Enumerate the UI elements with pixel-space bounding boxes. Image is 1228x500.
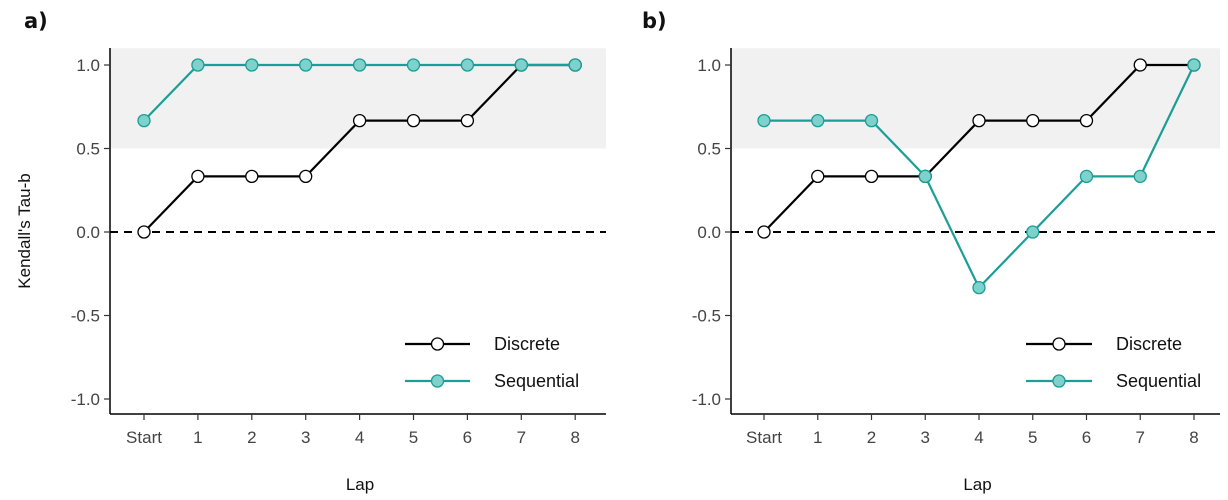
data-point-discrete [1079, 113, 1094, 128]
y-tick-label: 1.0 [697, 56, 721, 75]
legend-label-discrete: Discrete [1116, 334, 1182, 354]
data-point-sequential [137, 113, 151, 128]
legend-swatch-marker-sequential [1052, 374, 1066, 388]
y-axis-title: Kendall's Tau-b [15, 173, 34, 288]
data-point-sequential [1079, 169, 1094, 184]
x-tick-label: 7 [517, 428, 526, 447]
chart-panel-b: 1.0 0.5 0.0 -0.5 -1.0 Start 1 2 3 4 5 6 7 8 Lap b) Discr… [642, 9, 1220, 494]
x-tick-label: 8 [570, 428, 579, 447]
x-axis-title: Lap [346, 475, 374, 494]
legend-label-sequential: Sequential [494, 371, 579, 391]
x-tick-label: 1 [193, 428, 202, 447]
legend-swatch-marker-sequential [430, 374, 445, 388]
legend: Discrete Sequential [405, 334, 579, 391]
data-point-sequential [918, 169, 932, 184]
data-point-discrete [352, 113, 367, 128]
data-point-discrete [811, 169, 825, 184]
x-tick-label: 8 [1189, 428, 1198, 447]
x-tick-label: 6 [1082, 428, 1091, 447]
y-tick-label: 1.0 [76, 56, 100, 75]
x-tick-label: 4 [974, 428, 983, 447]
data-point-discrete [460, 113, 475, 128]
data-point-discrete [1133, 58, 1147, 72]
data-point-sequential [352, 58, 367, 72]
data-point-sequential [299, 58, 313, 72]
y-tick-label: 0.0 [76, 223, 100, 242]
y-tick-label: -1.0 [71, 390, 100, 409]
data-point-sequential [757, 113, 771, 128]
x-tick-label: 1 [813, 428, 822, 447]
y-tick-label: 0.5 [76, 140, 100, 159]
data-point-discrete [299, 169, 313, 184]
x-axis-title: Lap [963, 475, 991, 494]
data-point-discrete [406, 113, 421, 128]
data-point-discrete [1026, 113, 1040, 128]
data-point-discrete [245, 169, 259, 184]
data-point-sequential [864, 113, 879, 128]
legend-label-discrete: Discrete [494, 334, 560, 354]
legend-swatch-marker-discrete [430, 337, 445, 351]
x-tick-label: 3 [301, 428, 310, 447]
legend-label-sequential: Sequential [1116, 371, 1201, 391]
y-tick-label: 0.5 [697, 140, 721, 159]
data-point-sequential [245, 58, 259, 72]
y-tick-label: -0.5 [692, 307, 721, 326]
panel-label: a) [24, 9, 48, 33]
data-point-sequential [972, 280, 986, 295]
data-point-sequential [406, 58, 421, 72]
data-point-discrete [972, 113, 986, 128]
panel-label: b) [642, 9, 667, 33]
legend-swatch-marker-discrete [1052, 337, 1066, 351]
x-tick-label: Start [126, 428, 162, 447]
data-point-sequential [1187, 58, 1201, 72]
chart-panel-a: 1.0 0.5 0.0 -0.5 -1.0 Start 1 2 3 4 5 6 7 8 Lap Kendall… [15, 9, 606, 494]
data-point-discrete [137, 225, 151, 239]
data-point-discrete [864, 169, 879, 184]
y-tick-label: 0.0 [697, 223, 721, 242]
x-tick-label: 7 [1136, 428, 1145, 447]
x-tick-label: Start [746, 428, 782, 447]
x-tick-label: 2 [247, 428, 256, 447]
x-tick-label: 6 [463, 428, 472, 447]
data-point-discrete [757, 225, 771, 239]
data-point-discrete [191, 169, 205, 184]
x-tick-label: 2 [867, 428, 876, 447]
x-tick-label: 3 [921, 428, 930, 447]
legend: Discrete Sequential [1026, 334, 1201, 391]
x-tick-label: 4 [355, 428, 364, 447]
x-tick-label: 5 [409, 428, 418, 447]
data-point-sequential [514, 58, 528, 72]
data-point-sequential [460, 58, 475, 72]
data-point-sequential [568, 58, 582, 72]
data-point-sequential [191, 58, 205, 72]
data-point-sequential [1026, 225, 1040, 239]
x-tick-label: 5 [1028, 428, 1037, 447]
y-tick-label: -0.5 [71, 307, 100, 326]
y-tick-label: -1.0 [692, 390, 721, 409]
data-point-sequential [811, 113, 825, 128]
data-point-sequential [1133, 169, 1147, 184]
